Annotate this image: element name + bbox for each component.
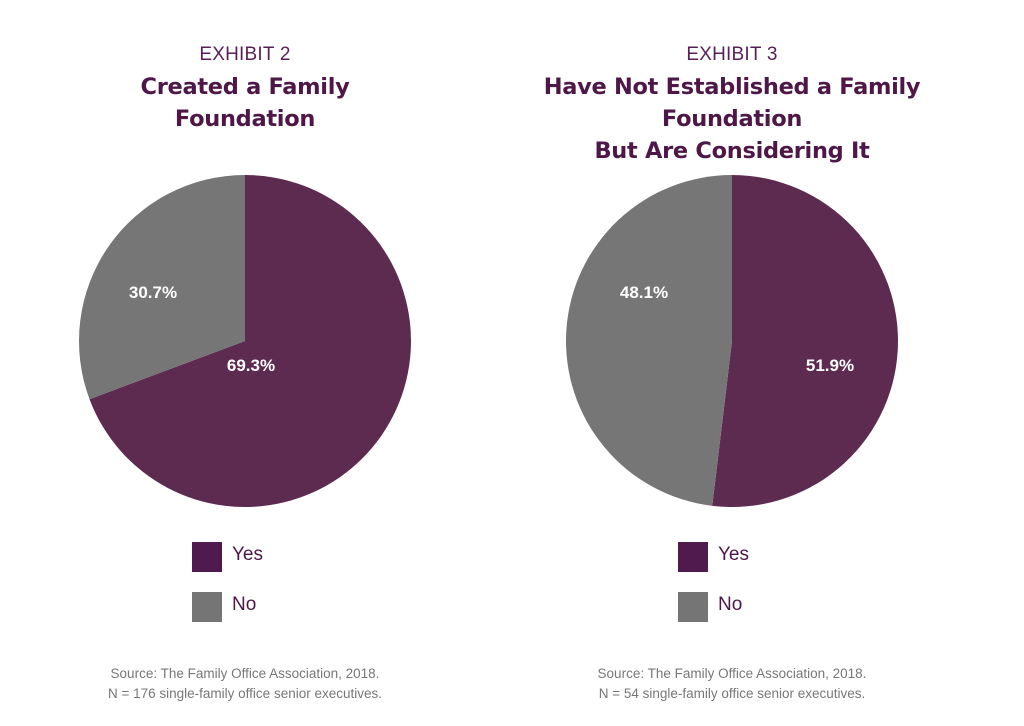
legend-item-yes: Yes: [192, 542, 312, 572]
pie-slice-no: [79, 175, 245, 400]
chart-title-line: Have Not Established a Family Foundation: [543, 74, 921, 132]
source-note: Source: The Family Office Association, 2…: [472, 664, 992, 704]
legend-swatch-yes: [678, 542, 708, 572]
data-label-yes: 69.3%: [227, 356, 275, 375]
data-label-no: 30.7%: [129, 283, 177, 302]
legend-label: No: [232, 594, 257, 615]
data-label-no: 48.1%: [620, 283, 668, 302]
legend-swatch-no: [678, 592, 708, 622]
pie-chart: 51.9% 48.1%: [566, 175, 899, 507]
exhibit-3-panel: EXHIBIT 3 Have Not Established a Family …: [472, 0, 992, 726]
legend-item-no: No: [192, 592, 312, 622]
exhibit-label: EXHIBIT 2: [199, 44, 291, 65]
sample-size-text: N = 176 single-family office senior exec…: [107, 686, 382, 701]
legend-label: No: [718, 594, 743, 615]
chart-title: Have Not Established a Family Foundation…: [472, 71, 992, 167]
pie-slice-no: [566, 175, 732, 506]
exhibit-label: EXHIBIT 3: [686, 44, 778, 65]
pie-chart: 69.3% 30.7%: [79, 175, 411, 507]
legend-swatch-no: [192, 592, 222, 622]
chart-title-line: Created a Family: [140, 74, 350, 100]
sample-size-text: N = 54 single-family office senior execu…: [598, 686, 866, 701]
data-label-yes: 51.9%: [806, 356, 854, 375]
legend-swatch-yes: [192, 542, 222, 572]
source-note: Source: The Family Office Association, 2…: [45, 664, 445, 704]
legend-item-no: No: [678, 592, 798, 622]
chart-title-line: But Are Considering It: [594, 138, 870, 164]
chart-title: Created a Family Foundation: [45, 71, 445, 135]
source-text: Source: The Family Office Association, 2…: [597, 666, 867, 681]
legend-label: Yes: [232, 544, 263, 565]
exhibit-2-panel: EXHIBIT 2 Created a Family Foundation 69…: [45, 0, 445, 726]
chart-title-line: Foundation: [174, 106, 316, 132]
legend-label: Yes: [718, 544, 749, 565]
legend-item-yes: Yes: [678, 542, 798, 572]
pie-slice-yes: [712, 175, 899, 507]
pie-slice-yes: [89, 175, 411, 507]
source-text: Source: The Family Office Association, 2…: [110, 666, 380, 681]
